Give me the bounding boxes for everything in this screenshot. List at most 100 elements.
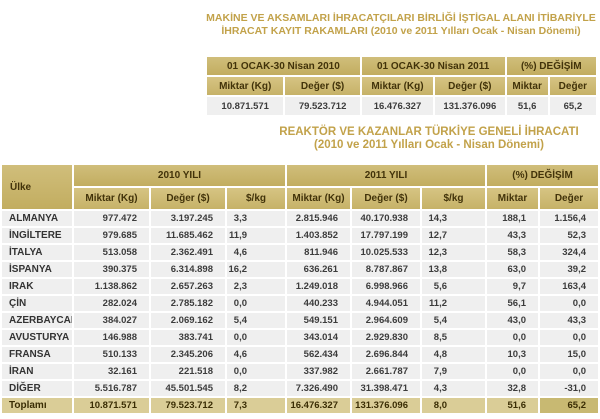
value-cell: 2.696.844 [352,347,420,362]
value-cell: 4,6 [227,245,285,260]
total-cell: 8,0 [422,398,486,413]
value-cell: 10,3 [487,347,539,362]
value-cell: 5,4 [227,313,285,328]
value-cell: 10.025.533 [352,245,420,260]
value-cell: 15,0 [540,347,599,362]
subheader: $/kg [227,188,285,209]
value-cell: 52,3 [540,228,599,243]
value-cell: 324,4 [540,245,599,260]
value-cell: 383.741 [151,330,225,345]
country-cell: AVUSTURYA [2,330,72,345]
country-cell: FRANSA [2,347,72,362]
summary-value: 65,2 [549,97,596,115]
summary-value: 16.476.327 [361,97,434,115]
value-cell: 0,0 [540,364,599,379]
total-cell: 65,2 [540,398,599,413]
value-cell: 510.133 [74,347,149,362]
summary-group-2011: 01 OCAK-30 Nisan 2011 [361,57,505,75]
total-label: Toplamı [2,398,72,413]
value-cell: 3.197.245 [151,211,225,226]
value-cell: 12,7 [422,228,486,243]
summary-subheader: Miktar (Kg) [207,77,284,95]
value-cell: 337.982 [287,364,350,379]
table-row: İNGİLTERE 979.685 11.685.462 11,9 1.403.… [2,228,599,243]
summary-group-change: (%) DEĞİŞİM [506,57,596,75]
value-cell: 2.815.946 [287,211,350,226]
group-2011: 2011 YILI [287,165,486,186]
total-row: Toplamı 10.871.571 79.523.712 7,3 16.476… [2,398,599,413]
summary-value: 79.523.712 [285,97,360,115]
value-cell: 0,0 [540,296,599,311]
value-cell: 977.472 [74,211,149,226]
summary-subheader: Değer ($) [435,77,505,95]
value-cell: 3,3 [227,211,285,226]
subheader: Miktar [487,188,539,209]
summary-table: 01 OCAK-30 Nisan 2010 01 OCAK-30 Nisan 2… [205,55,598,117]
value-cell: 32.161 [74,364,149,379]
summary-subheader: Miktar [506,77,548,95]
value-cell: 9,7 [487,279,539,294]
subheader: Değer [540,188,599,209]
value-cell: 2.345.206 [151,347,225,362]
value-cell: 343.014 [287,330,350,345]
value-cell: 2,3 [227,279,285,294]
country-cell: AZERBAYCAN [2,313,72,328]
value-cell: 32,8 [487,381,539,396]
section-title-line2: (2010 ve 2011 Yılları Ocak - Nisan Dönem… [314,139,544,151]
table-row: ÇİN 282.024 2.785.182 0,0 440.233 4.944.… [2,296,599,311]
value-cell: 221.518 [151,364,225,379]
country-subheader-row: Miktar (Kg) Değer ($) $/kg Miktar (Kg) D… [2,188,599,209]
value-cell: 979.685 [74,228,149,243]
value-cell: 16,2 [227,262,285,277]
total-cell: 131.376.096 [352,398,420,413]
value-cell: 0,0 [487,364,539,379]
report-title-line1: MAKİNE VE AKSAMLARI İHRACATÇILARI BİRLİĞ… [206,12,596,24]
value-cell: 8,2 [227,381,285,396]
total-cell: 79.523.712 [151,398,225,413]
value-cell: 0,0 [227,330,285,345]
value-cell: 146.988 [74,330,149,345]
summary-subheader-row: Miktar (Kg) Değer ($) Miktar (Kg) Değer … [207,77,596,95]
value-cell: 56,1 [487,296,539,311]
country-column-header: Ülke [2,165,72,209]
value-cell: 39,2 [540,262,599,277]
total-cell: 7,3 [227,398,285,413]
country-table-body: ALMANYA 977.472 3.197.245 3,3 2.815.946 … [2,211,599,396]
summary-group-2010: 01 OCAK-30 Nisan 2010 [207,57,360,75]
subheader: Miktar (Kg) [74,188,149,209]
value-cell: 440.233 [287,296,350,311]
value-cell: 1.249.018 [287,279,350,294]
table-row: AZERBAYCAN 384.027 2.069.162 5,4 549.151… [2,313,599,328]
value-cell: 13,8 [422,262,486,277]
table-row: İTALYA 513.058 2.362.491 4,6 811.946 10.… [2,245,599,260]
value-cell: 17.797.199 [352,228,420,243]
report-title: MAKİNE VE AKSAMLARI İHRACATÇILARI BİRLİĞ… [202,12,600,38]
country-cell: İSPANYA [2,262,72,277]
value-cell: 43,3 [540,313,599,328]
value-cell: 1.156,4 [540,211,599,226]
country-cell: İTALYA [2,245,72,260]
value-cell: 0,0 [540,330,599,345]
subheader: $/kg [422,188,486,209]
value-cell: 2.964.609 [352,313,420,328]
table-row: AVUSTURYA 146.988 383.741 0,0 343.014 2.… [2,330,599,345]
value-cell: 636.261 [287,262,350,277]
value-cell: 2.657.263 [151,279,225,294]
report-title-line2: İHRACAT KAYIT RAKAMLARI (2010 ve 2011 Yı… [221,25,581,37]
country-group-header-row: Ülke 2010 YILI 2011 YILI (%) DEĞİŞİM [2,165,599,209]
value-cell: 0,0 [487,330,539,345]
summary-subheader: Miktar (Kg) [361,77,434,95]
country-cell: ALMANYA [2,211,72,226]
summary-value: 10.871.571 [207,97,284,115]
total-cell: 16.476.327 [287,398,350,413]
total-cell: 51,6 [487,398,539,413]
value-cell: 6.998.966 [352,279,420,294]
value-cell: 63,0 [487,262,539,277]
total-cell: 10.871.571 [74,398,149,413]
value-cell: 390.375 [74,262,149,277]
subheader: Değer ($) [352,188,420,209]
value-cell: 2.785.182 [151,296,225,311]
section-title: REAKTÖR VE KAZANLAR TÜRKİYE GENELİ İHRAC… [258,126,600,152]
group-change: (%) DEĞİŞİM [487,165,599,186]
value-cell: 4,6 [227,347,285,362]
